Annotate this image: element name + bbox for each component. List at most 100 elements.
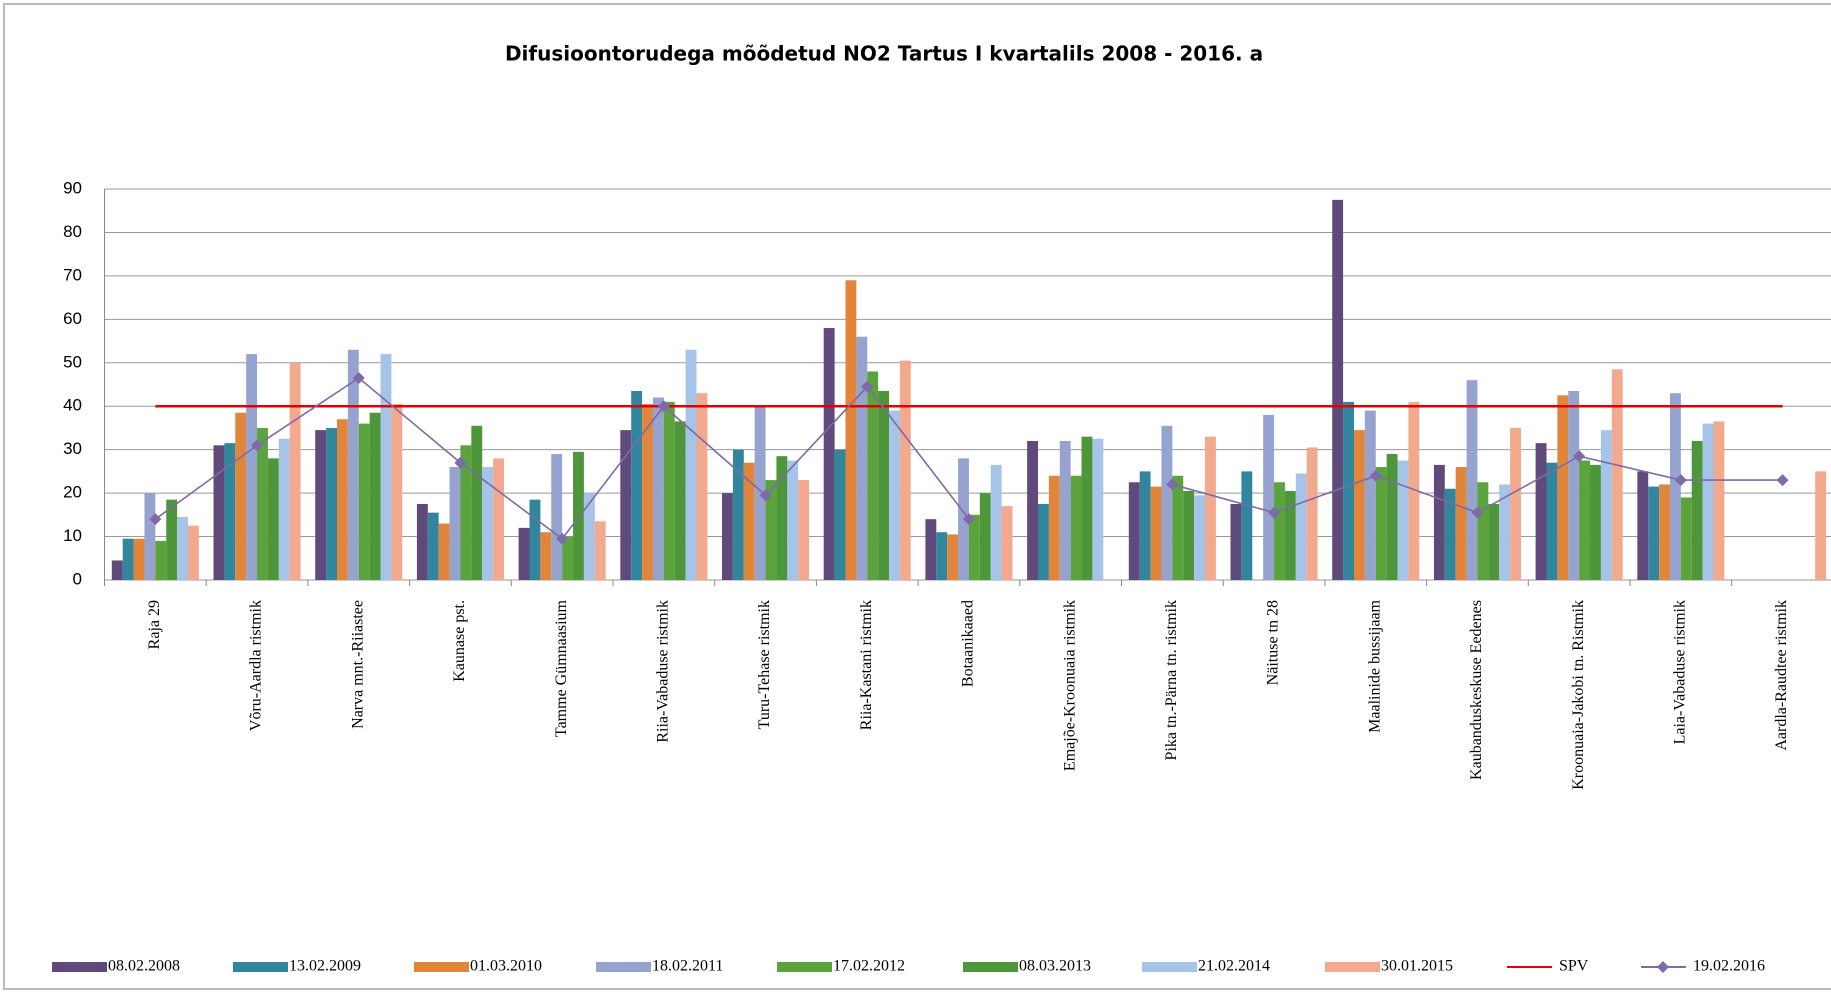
x-tick-label: Riia-Kastani ristmik bbox=[858, 600, 875, 730]
bar bbox=[979, 493, 991, 580]
bar bbox=[1535, 443, 1547, 580]
marker bbox=[861, 380, 874, 393]
x-tick-label: Laia-Vabaduse ristmik bbox=[1672, 600, 1689, 744]
marker bbox=[251, 439, 264, 452]
bar bbox=[1059, 440, 1071, 580]
bar bbox=[427, 512, 439, 580]
bar bbox=[1815, 471, 1827, 580]
bar bbox=[1455, 467, 1467, 580]
legend-label: 21.02.2014 bbox=[1198, 958, 1270, 975]
legend-label: 17.02.2012 bbox=[833, 958, 905, 975]
bar bbox=[166, 499, 178, 580]
bar bbox=[889, 410, 900, 580]
bar bbox=[1568, 391, 1580, 580]
bar bbox=[631, 391, 643, 580]
bar bbox=[834, 449, 846, 580]
bar bbox=[1680, 497, 1692, 580]
marker bbox=[1776, 474, 1789, 487]
y-tick-label: 70 bbox=[63, 265, 82, 284]
marker bbox=[352, 371, 365, 384]
legend-label: 13.02.2009 bbox=[289, 958, 361, 975]
bar bbox=[776, 456, 788, 580]
bar bbox=[336, 419, 348, 580]
bar bbox=[1648, 486, 1660, 580]
bar bbox=[369, 412, 381, 580]
marker bbox=[1471, 506, 1484, 519]
bar bbox=[438, 523, 450, 580]
bar bbox=[213, 445, 225, 580]
bar bbox=[315, 430, 327, 580]
bar bbox=[257, 427, 268, 580]
bar bbox=[1386, 454, 1398, 580]
bar bbox=[1659, 484, 1670, 580]
bar bbox=[347, 349, 359, 580]
legend-label: SPV bbox=[1559, 958, 1589, 975]
legend-label: 08.02.2008 bbox=[108, 958, 180, 975]
bar bbox=[1691, 440, 1703, 580]
x-tick-label: Raja 29 bbox=[146, 600, 163, 649]
bar bbox=[642, 404, 653, 580]
bar bbox=[1364, 410, 1376, 580]
bar bbox=[1150, 486, 1162, 580]
bar bbox=[187, 525, 199, 580]
chart-title: Difusioontorudega mõõdetud NO2 Tartus I … bbox=[505, 42, 1263, 66]
bar bbox=[1557, 395, 1569, 580]
bar bbox=[1161, 425, 1173, 580]
bar bbox=[1713, 421, 1725, 580]
marker bbox=[1268, 506, 1281, 519]
bar bbox=[358, 423, 370, 580]
bar bbox=[696, 393, 708, 580]
bar bbox=[1353, 430, 1365, 580]
x-tick-label: Kaubanduskeskuse Eedenes bbox=[1468, 600, 1485, 780]
bar bbox=[685, 349, 697, 580]
marker bbox=[759, 489, 772, 502]
x-tick-label: Riia-Vabaduse ristmik bbox=[655, 600, 672, 743]
bar bbox=[867, 371, 879, 580]
bar bbox=[1230, 503, 1242, 580]
bar bbox=[1546, 462, 1558, 580]
bar bbox=[1343, 401, 1354, 580]
bar bbox=[493, 458, 504, 580]
bar bbox=[460, 445, 472, 580]
legend-marker bbox=[1657, 961, 1669, 973]
bar bbox=[856, 336, 868, 580]
marker bbox=[1369, 469, 1382, 482]
legend-label: 01.03.2010 bbox=[470, 958, 542, 975]
bar bbox=[1284, 490, 1296, 580]
bar bbox=[1488, 503, 1500, 580]
bar bbox=[380, 354, 392, 580]
bar bbox=[155, 540, 167, 580]
bar bbox=[845, 280, 857, 580]
bar bbox=[246, 354, 258, 580]
bar bbox=[663, 401, 675, 580]
bar bbox=[583, 493, 595, 580]
bar bbox=[416, 503, 428, 580]
y-tick-label: 20 bbox=[63, 483, 82, 502]
bar bbox=[1477, 482, 1489, 580]
bar bbox=[1433, 464, 1445, 580]
bar bbox=[391, 404, 403, 580]
marker bbox=[657, 400, 670, 413]
bar bbox=[1027, 440, 1039, 580]
bar bbox=[1048, 475, 1060, 580]
bar bbox=[518, 527, 530, 580]
y-tick-label: 60 bbox=[63, 309, 82, 328]
bar bbox=[722, 493, 733, 580]
bar bbox=[551, 454, 563, 580]
bar bbox=[1408, 401, 1420, 580]
bar bbox=[990, 464, 1002, 580]
bar bbox=[1263, 414, 1275, 580]
bar bbox=[798, 480, 810, 580]
x-tick-label: Kroonuaia-Jakobi tn. Ristmik bbox=[1570, 600, 1587, 790]
marker bbox=[962, 513, 975, 526]
x-tick-label: Turu-Tehase ristmik bbox=[756, 600, 773, 729]
bar bbox=[267, 458, 279, 580]
y-tick-label: 0 bbox=[73, 569, 82, 588]
x-tick-label: Näituse tn 28 bbox=[1265, 600, 1282, 685]
legend-label: 19.02.2016 bbox=[1693, 958, 1765, 975]
bar bbox=[765, 480, 777, 580]
bar bbox=[326, 427, 337, 580]
bar bbox=[1637, 471, 1649, 580]
bar bbox=[743, 462, 755, 580]
